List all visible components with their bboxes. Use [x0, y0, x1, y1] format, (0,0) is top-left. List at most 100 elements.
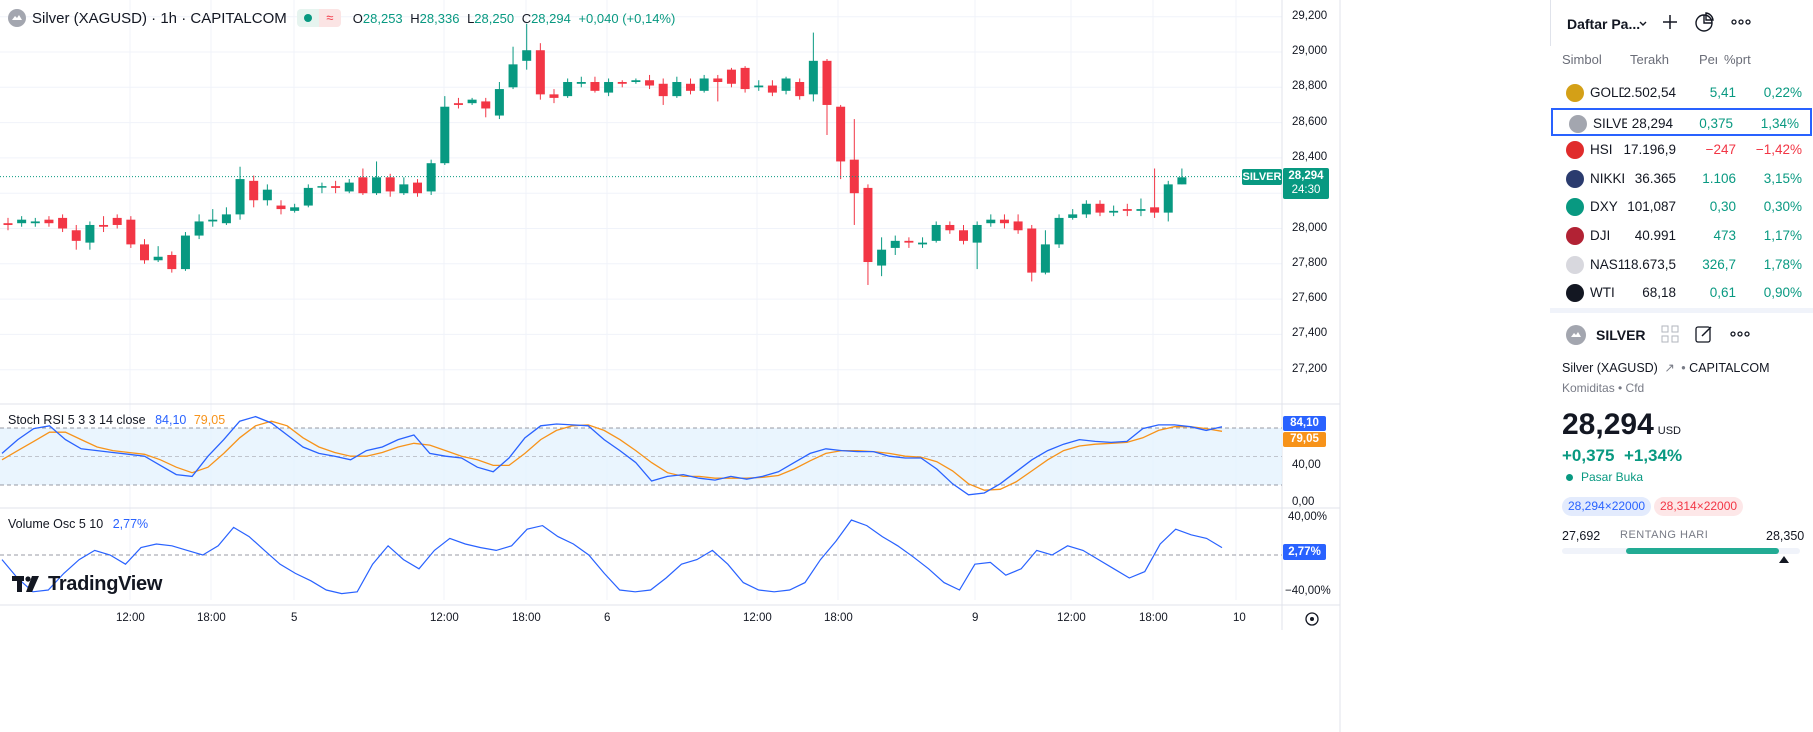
row-symbol: NIKKEI — [1590, 170, 1624, 186]
market-status[interactable]: ≈ — [296, 9, 341, 27]
time-axis-label: 9 — [972, 612, 979, 624]
candle-body — [153, 256, 163, 261]
col-change-pct[interactable]: %prt — [1724, 52, 1751, 67]
time-axis-label: 12:00 — [116, 612, 145, 624]
watchlist-title[interactable]: Daftar Pa... — [1567, 16, 1641, 32]
current-price-tag: 28,294 24:30 — [1283, 167, 1329, 199]
row-change-pct: 0,90% — [1763, 285, 1802, 301]
add-symbol-icon[interactable] — [1658, 10, 1682, 34]
layout-grid-icon[interactable] — [1658, 322, 1682, 346]
open-value: 28,253 — [362, 10, 403, 26]
row-symbol: HSI — [1590, 142, 1613, 158]
chart-canvas[interactable] — [0, 0, 1550, 732]
stoch-rsi-legend[interactable]: Stoch RSI 5 3 3 14 close 84,10 79,05 — [8, 413, 225, 427]
time-axis-label: 12:00 — [1057, 612, 1086, 624]
watchlist-row[interactable]: NAS10018.673,5 326,7 1,78% — [1550, 251, 1813, 279]
more-icon[interactable] — [1728, 322, 1752, 346]
countdown-value: 24:30 — [1291, 183, 1321, 196]
watchlist-header: Daftar Pa... — [1550, 0, 1813, 46]
currency: USD — [1657, 425, 1681, 437]
candle-body — [972, 224, 982, 243]
tradingview-logo[interactable]: TradingView — [12, 573, 162, 596]
edit-note-icon[interactable] — [1692, 322, 1716, 346]
candle-body — [399, 184, 409, 194]
col-last[interactable]: Terakh — [1630, 52, 1670, 67]
candle-body — [535, 50, 545, 95]
candle-body — [1095, 203, 1105, 213]
candle-body — [331, 186, 341, 188]
time-axis-label: 18:00 — [197, 612, 226, 624]
candle-body — [999, 219, 1009, 224]
candle-body — [358, 177, 368, 194]
row-symbol: DJI — [1590, 228, 1611, 243]
candle-body — [836, 106, 846, 162]
row-last: 28,294 — [1631, 115, 1673, 131]
candle-body — [1163, 184, 1173, 213]
candle-body — [1150, 207, 1160, 213]
candle-body — [235, 179, 245, 215]
watchlist-row[interactable]: NIKKEI 36.365 1.106 3,15% — [1550, 165, 1813, 193]
candle-body — [17, 219, 27, 224]
settings-gear-icon — [1310, 617, 1314, 621]
candle-body — [508, 64, 518, 88]
settings-gear-icon[interactable] — [1305, 612, 1319, 626]
watchlist-row[interactable]: DJI 40.991 473 1,17% — [1550, 222, 1813, 250]
chart-area[interactable]: Silver (XAGUSD) · 1h · CAPITALCOM ≈ O28,… — [0, 0, 1550, 732]
candle-body — [221, 214, 231, 224]
col-change[interactable]: Per — [1699, 52, 1717, 67]
more-icon[interactable] — [1729, 10, 1753, 34]
time-axis-label: 10 — [1233, 612, 1246, 624]
candle-body — [522, 50, 532, 61]
row-last: 17.196,9 — [1623, 142, 1676, 158]
price-axis-label: 29,200 — [1292, 9, 1328, 22]
volume-osc-legend[interactable]: Volume Osc 5 10 2,77% — [8, 517, 148, 531]
row-change: 1.106 — [1702, 170, 1736, 186]
row-change: 473 — [1713, 228, 1736, 243]
row-change: 5,41 — [1709, 85, 1736, 100]
candle-body — [1027, 228, 1037, 273]
candle-body — [986, 219, 996, 224]
candle-body — [1068, 214, 1078, 218]
symbol-title[interactable]: Silver (XAGUSD) · 1h · CAPITALCOM — [32, 9, 287, 27]
external-link-icon[interactable]: ↗ — [1664, 361, 1675, 375]
time-axis-label: 18:00 — [512, 612, 541, 624]
candle-body — [1013, 221, 1023, 231]
candle-body — [372, 177, 382, 194]
watchlist-row[interactable]: HSI 17.196,9 −247 −1,42% — [1550, 136, 1813, 164]
candle-body — [1054, 217, 1064, 245]
row-change: −247 — [1705, 142, 1736, 158]
candle-body — [180, 235, 190, 270]
candle-body — [563, 82, 573, 97]
row-last: 101,087 — [1627, 199, 1676, 215]
watchlist-row[interactable]: GOLD 2.502,54 5,41 0,22% — [1550, 79, 1813, 107]
chart-pie-icon[interactable] — [1692, 10, 1716, 34]
exchange-name: CAPITALCOM — [1689, 361, 1770, 375]
candle-body — [317, 186, 327, 188]
row-change: 326,7 — [1702, 256, 1736, 272]
price-axis-label: 27,800 — [1292, 256, 1328, 269]
price-axis-label: 28,000 — [1292, 221, 1328, 234]
candle-body — [385, 177, 395, 192]
last-price: 28,294 USD — [1562, 408, 1681, 441]
stoch-k-value: 84,10 — [155, 413, 187, 427]
dollar-icon — [1566, 198, 1584, 217]
watchlist-row[interactable]: WTI 68,18 0,61 0,90% — [1550, 279, 1813, 307]
candle-body — [194, 221, 204, 236]
candle-body — [1122, 209, 1132, 211]
us-flag-icon — [1566, 227, 1584, 245]
candle-body — [3, 223, 13, 225]
row-change-pct: −1,42% — [1755, 142, 1802, 158]
chevron-down-icon[interactable] — [1631, 12, 1655, 36]
range-high: 28,350 — [1766, 529, 1805, 543]
range-low: 27,692 — [1562, 529, 1601, 543]
nikkei-icon — [1566, 169, 1584, 188]
time-axis-label: 12:00 — [743, 612, 772, 624]
candle-body — [71, 230, 81, 241]
watchlist-row[interactable]: DXY 101,087 0,30 0,30% — [1550, 193, 1813, 221]
col-symbol[interactable]: Simbol — [1562, 52, 1602, 67]
silver-icon — [8, 9, 26, 27]
candle-body — [494, 89, 504, 116]
candle-body — [290, 207, 300, 211]
time-axis-label: 18:00 — [824, 612, 853, 624]
